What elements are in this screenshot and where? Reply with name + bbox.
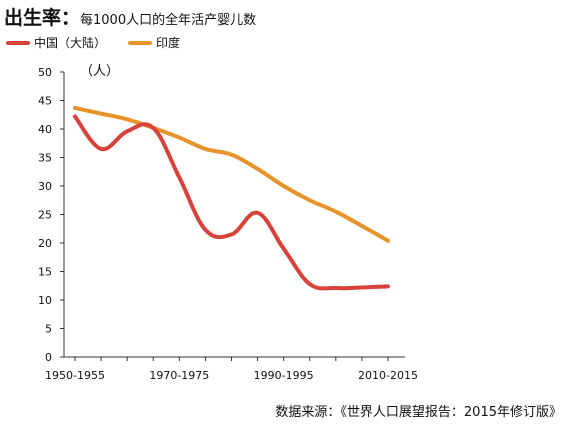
series-line-india <box>73 105 390 243</box>
y-tick-label: 5 <box>45 323 52 336</box>
x-tick-label: 1950-1955 <box>45 369 105 382</box>
y-tick-label: 35 <box>38 152 52 165</box>
y-tick-label: 30 <box>38 180 52 193</box>
legend-swatch-china <box>6 40 30 45</box>
y-tick-label: 50 <box>38 66 52 79</box>
y-tick-label: 15 <box>38 266 52 279</box>
legend-item-india: 印度 <box>128 34 180 51</box>
legend: 中国（大陆） 印度 <box>6 34 202 51</box>
x-tick-label: 1990-1995 <box>254 369 314 382</box>
x-tick-label: 1970-1975 <box>149 369 209 382</box>
series-line-china <box>73 114 390 291</box>
legend-item-china: 中国（大陆） <box>6 34 106 51</box>
chart-title-sub: 每1000人口的全年活产婴儿数 <box>80 13 257 28</box>
y-tick-label: 25 <box>38 209 52 222</box>
chart-title-main: 出生率： <box>4 7 81 29</box>
source-note: 数据来源：《世界人口展望报告：2015年修订版》 <box>275 405 562 420</box>
x-tick-label: 2010-2015 <box>358 369 418 382</box>
y-axis-unit-label: （人） <box>80 64 120 79</box>
y-tick-label: 0 <box>45 351 52 364</box>
legend-label-india: 印度 <box>156 36 181 50</box>
y-tick-label: 10 <box>38 294 52 307</box>
y-tick-label: 45 <box>38 95 52 108</box>
y-tick-label: 20 <box>38 237 52 250</box>
legend-swatch-india <box>128 40 153 45</box>
y-tick-label: 40 <box>38 123 52 136</box>
legend-label-china: 中国（大陆） <box>34 36 107 50</box>
chart-title: 出生率：每1000人口的全年活产婴儿数 <box>4 3 256 30</box>
